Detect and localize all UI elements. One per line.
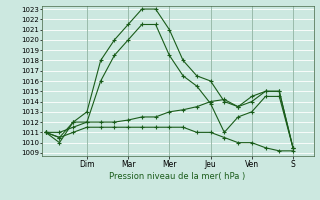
- X-axis label: Pression niveau de la mer( hPa ): Pression niveau de la mer( hPa ): [109, 172, 246, 181]
